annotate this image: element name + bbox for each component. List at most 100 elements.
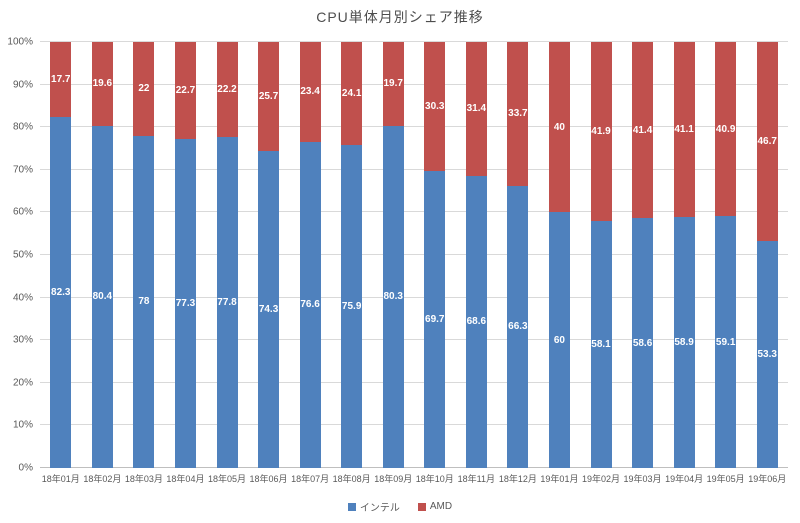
- y-tick-label: 70%: [12, 164, 33, 176]
- bar-segment-intel: 69.7: [424, 171, 446, 468]
- bar-value-label-intel: 78: [138, 296, 150, 308]
- x-axis-label: 19年05月: [706, 474, 745, 484]
- legend-swatch-amd: [417, 502, 426, 511]
- legend-label: インテル: [359, 503, 400, 514]
- bar-segment-intel: 82.3: [50, 117, 72, 468]
- bar-value-label-intel: 59.1: [715, 336, 736, 348]
- bar-value-label-intel: 80.4: [92, 291, 113, 303]
- x-axis-label: 18年05月: [207, 474, 247, 484]
- bar-segment-intel: 58.1: [590, 220, 612, 468]
- bar-group: 41.4 58.6: [632, 42, 654, 468]
- bar-group: 22 78: [133, 42, 155, 468]
- bar-value-label-amd: 22: [138, 83, 150, 95]
- bar-group: 40.9 59.1: [715, 42, 737, 468]
- bar-value-label-amd: 31.4: [466, 103, 487, 115]
- gridline: [40, 339, 788, 341]
- legend-item-amd: AMD: [417, 501, 453, 512]
- bar-value-label-intel: 58.6: [632, 337, 653, 349]
- bar-value-label-amd: 41.9: [591, 125, 611, 137]
- y-tick-label: 0%: [18, 462, 33, 474]
- bar-segment-intel: 76.6: [299, 141, 321, 468]
- y-tick-label: 80%: [12, 121, 33, 133]
- x-axis-label: 18年03月: [124, 474, 163, 484]
- x-axis-label: 19年01月: [540, 474, 579, 484]
- bar-segment-amd: 46.7: [756, 42, 778, 241]
- x-axis-label: 19年03月: [623, 474, 662, 484]
- bar-group: 41.9 58.1: [590, 42, 612, 468]
- gridline: [40, 41, 788, 42]
- bar-value-label-amd: 40.9: [715, 123, 736, 135]
- bar-segment-intel: 75.9: [341, 144, 363, 468]
- bar-group: 22.2 77.8: [216, 42, 238, 468]
- bar-value-label-amd: 19.7: [383, 78, 403, 90]
- bar-segment-intel: 59.1: [715, 216, 737, 468]
- bar-segment-amd: 23.4: [299, 42, 321, 142]
- bar-value-label-amd: 22.2: [217, 83, 237, 95]
- gridline: [40, 254, 788, 255]
- bar-segment-intel: 58.9: [673, 217, 695, 468]
- bar-group: 25.7 74.3: [258, 42, 280, 468]
- bar-value-label-intel: 74.3: [258, 304, 279, 316]
- gridline: [40, 126, 788, 128]
- bar-segment-amd: 25.7: [258, 42, 280, 152]
- bar-segment-intel: 68.6: [465, 175, 487, 468]
- bar-segment-intel: 77.8: [216, 136, 238, 468]
- bar-segment-amd: 19.6: [91, 42, 113, 126]
- bar-value-label-amd: 40: [553, 121, 565, 133]
- bar-segment-amd: 31.4: [465, 42, 487, 176]
- bar-group: 30.3 69.7: [424, 42, 446, 468]
- bar-group: 24.1 75.9: [341, 42, 363, 468]
- bar-segment-amd: 22.7: [174, 42, 196, 139]
- bar-value-label-amd: 23.4: [300, 86, 320, 98]
- bar-value-label-amd: 19.6: [92, 78, 113, 90]
- plot-area: 17.7 82.3 19.6 80.4 22 78 22.7 77.3 22.2 77.8 25.7…: [40, 41, 788, 468]
- legend: インテル AMD: [0, 499, 800, 514]
- bar-segment-amd: 30.3: [424, 42, 446, 172]
- bar-value-label-amd: 41.1: [674, 124, 694, 136]
- bar-value-label-intel: 58.1: [591, 338, 611, 350]
- bar-value-label-intel: 68.6: [466, 316, 487, 328]
- chart-title: CPU単体月別シェア推移: [316, 9, 484, 25]
- bar-segment-intel: 53.3: [756, 240, 778, 468]
- gridline: [40, 381, 788, 383]
- gridline: [40, 168, 788, 170]
- bar-value-label-intel: 58.9: [674, 337, 694, 349]
- bar-value-label-amd: 41.4: [632, 124, 653, 136]
- bar-segment-amd: 24.1: [341, 42, 363, 145]
- bar-segment-intel: 60: [548, 212, 570, 468]
- bar-segment-amd: 22.2: [216, 42, 238, 137]
- bar-value-label-amd: 33.7: [508, 108, 528, 120]
- bar-group: 17.7 82.3: [50, 42, 72, 468]
- x-axis-label: 18年04月: [166, 474, 205, 484]
- x-axis-label: 18年01月: [41, 474, 80, 484]
- y-axis: 0% 10% 20% 30% 40% 50% 60% 70% 80% 90% 100%: [0, 37, 36, 474]
- bar-value-label-intel: 66.3: [508, 321, 528, 333]
- bar-group: 19.7 80.3: [382, 42, 404, 468]
- bar-segment-amd: 41.4: [632, 42, 654, 219]
- legend-swatch-intel: [347, 502, 356, 511]
- y-tick-label: 10%: [12, 419, 33, 431]
- bar-segment-intel: 58.6: [632, 218, 654, 468]
- y-tick-label: 90%: [12, 79, 33, 91]
- x-axis-label: 19年06月: [748, 474, 787, 484]
- x-axis-label: 18年08月: [332, 474, 371, 484]
- gridline: [40, 211, 788, 213]
- bar-segment-amd: 40: [548, 42, 570, 213]
- legend-label: AMD: [429, 501, 453, 512]
- bar-value-label-intel: 75.9: [341, 300, 362, 312]
- x-axis-label: 18年02月: [83, 474, 122, 484]
- bar-value-label-intel: 53.3: [757, 348, 777, 360]
- bar-value-label-intel: 69.7: [425, 314, 445, 326]
- bar-value-label-intel: 77.8: [217, 296, 237, 308]
- bar-group: 22.7 77.3: [174, 42, 196, 468]
- y-tick-label: 20%: [12, 377, 33, 389]
- bar-value-label-amd: 30.3: [425, 101, 445, 113]
- bar-value-label-intel: 76.6: [300, 299, 320, 311]
- bar-segment-intel: 80.4: [91, 125, 113, 468]
- bar-value-label-intel: 60: [553, 334, 565, 346]
- bar-group: 40 60: [548, 42, 570, 468]
- bar-segment-amd: 17.7: [50, 42, 72, 118]
- bar-value-label-amd: 46.7: [757, 135, 777, 147]
- x-axis-label: 18年07月: [291, 474, 330, 484]
- x-axis-label: 19年02月: [581, 474, 621, 484]
